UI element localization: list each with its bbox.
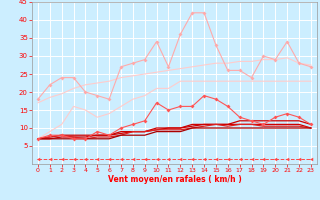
X-axis label: Vent moyen/en rafales ( km/h ): Vent moyen/en rafales ( km/h ) [108, 175, 241, 184]
